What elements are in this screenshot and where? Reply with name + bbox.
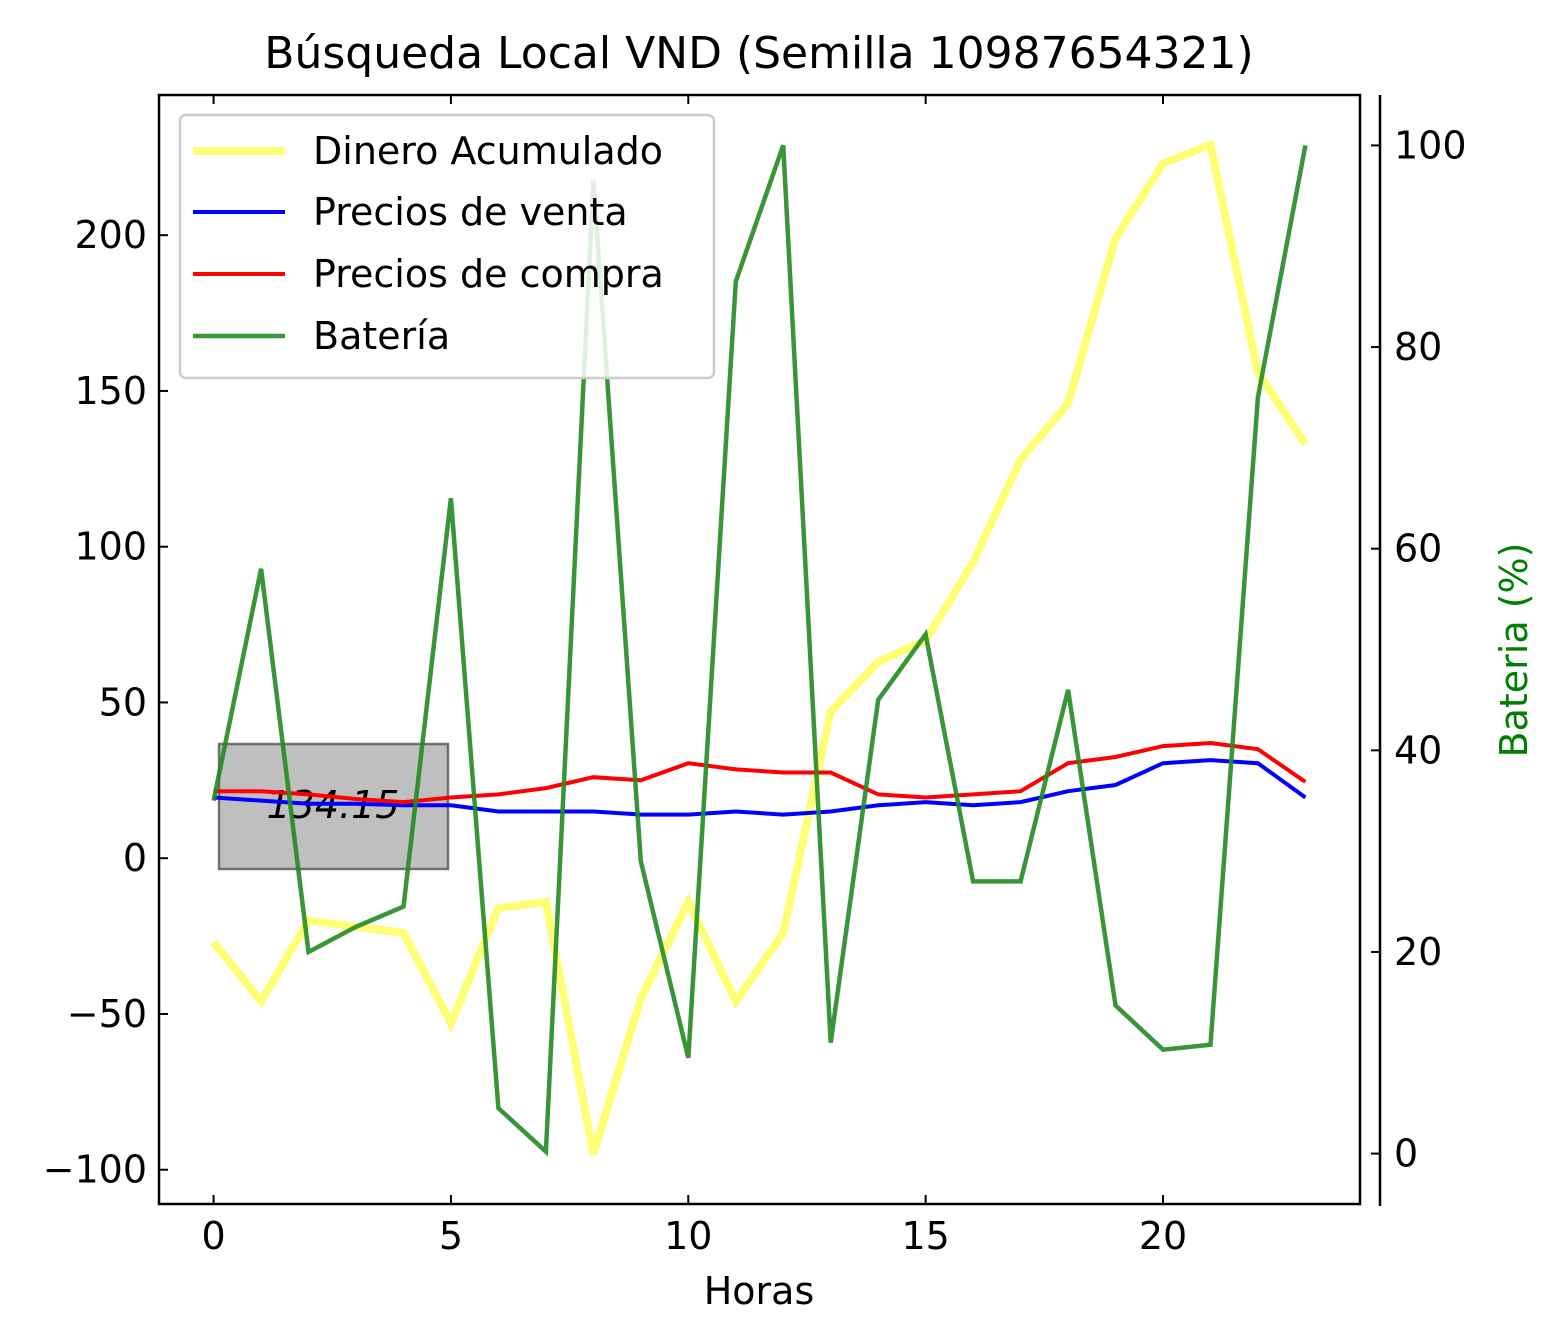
- y-right-tick-label: 40: [1394, 728, 1442, 772]
- legend-label-precios-compra: Precios de compra: [313, 252, 664, 296]
- y-right-tick-label: 20: [1394, 930, 1442, 974]
- legend-label-precios-venta: Precios de venta: [313, 190, 628, 234]
- y-right-tick-label: 60: [1394, 527, 1442, 571]
- series-dinero-acumulado: [210, 139, 1309, 1156]
- y-axis-right-label: Bateria (%): [1492, 543, 1536, 758]
- y-right-tick-label: 100: [1394, 123, 1467, 167]
- chart-title: Búsqueda Local VND (Semilla 10987654321): [264, 28, 1253, 79]
- legend-frame: [178, 113, 716, 380]
- x-axis: 0 5 10 15 20: [201, 95, 1187, 1258]
- series-precios-compra: [213, 740, 1307, 805]
- y-tick-label: 150: [74, 369, 147, 413]
- y-tick-label: 0: [123, 836, 147, 880]
- y-axis-right: 100 80 60 40 20 0: [1371, 123, 1467, 1176]
- y-right-tick-label: 80: [1394, 325, 1442, 369]
- series-precios-venta: [213, 758, 1307, 817]
- legend-label-dinero-acumulado: Dinero Acumulado: [313, 129, 663, 173]
- series-layer: [210, 139, 1309, 1157]
- x-tick-label: 20: [1139, 1214, 1187, 1258]
- y-tick-label: −50: [67, 992, 147, 1036]
- y-tick-label: −100: [43, 1148, 147, 1192]
- x-tick-label: 10: [664, 1214, 712, 1258]
- y-tick-label: 100: [74, 525, 147, 569]
- series-bateria: [211, 144, 1308, 1157]
- x-axis-label: Horas: [704, 1269, 815, 1313]
- y-axis-left: 200 150 100 50 0 −50 −100: [43, 213, 168, 1192]
- x-tick-label: 5: [439, 1214, 463, 1258]
- y-right-tick-label: 0: [1394, 1132, 1418, 1176]
- y-tick-label: 200: [74, 213, 147, 257]
- y-tick-label: 50: [99, 680, 147, 724]
- x-tick-label: 15: [901, 1214, 949, 1258]
- plot-frame: [157, 93, 1362, 1206]
- x-tick-label: 0: [201, 1214, 225, 1258]
- legend: Dinero Acumulado Precios de venta Precios …: [178, 113, 716, 380]
- legend-label-bateria: Batería: [313, 314, 450, 358]
